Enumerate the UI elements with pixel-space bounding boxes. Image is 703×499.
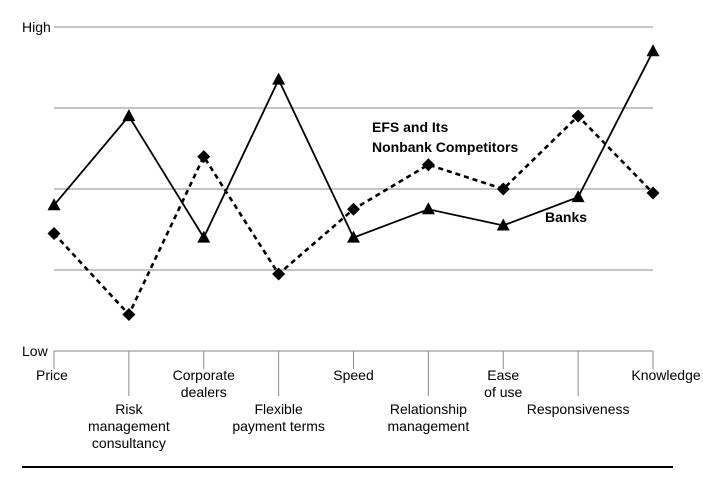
x-tick-label: Knowledge: [631, 367, 700, 383]
triangle-marker: [347, 230, 360, 243]
triangle-marker: [122, 109, 136, 122]
x-tick-label: Flexible: [255, 401, 303, 417]
x-tick-label: consultancy: [92, 435, 166, 451]
x-tick-label: management: [388, 418, 470, 434]
x-tick-label: payment terms: [232, 418, 325, 434]
diamond-marker: [197, 150, 211, 164]
diamond-marker: [347, 202, 360, 216]
x-tick-label: Speed: [333, 367, 373, 383]
diamond-marker: [496, 182, 510, 196]
diamond-marker: [272, 267, 286, 281]
x-tick-label: Corporate: [173, 367, 235, 383]
x-tick-label: management: [88, 418, 170, 434]
series-label-efs: Nonbank Competitors: [372, 139, 518, 155]
x-tick-label: Price: [36, 367, 68, 383]
axes: [22, 350, 673, 468]
x-tick-label: Relationship: [390, 401, 467, 417]
y-axis-high-label: High: [22, 19, 51, 35]
y-axis-low-label: Low: [22, 343, 49, 359]
triangle-marker: [47, 198, 61, 211]
triangle-marker: [646, 44, 660, 57]
series-label-efs: EFS and Its: [372, 119, 448, 135]
series-markers: [47, 44, 660, 322]
series-lines: [53, 50, 654, 317]
triangle-marker: [421, 202, 435, 215]
triangle-marker: [272, 72, 286, 85]
diamond-marker: [646, 186, 660, 200]
x-tick-label: Ease: [487, 367, 519, 383]
diamond-marker: [571, 109, 585, 123]
x-tick-label: Responsiveness: [527, 401, 630, 417]
x-tick-label: of use: [484, 384, 522, 400]
series-label-banks: Banks: [545, 209, 587, 225]
diamond-marker: [421, 158, 435, 172]
diamond-marker: [122, 308, 136, 322]
x-tick-label: Risk: [115, 401, 143, 417]
triangle-marker: [197, 230, 211, 243]
triangle-marker: [496, 218, 510, 231]
triangle-marker: [571, 190, 585, 203]
diamond-marker: [47, 227, 61, 241]
gridlines: [54, 26, 653, 271]
x-tick-label: dealers: [181, 384, 227, 400]
labels: HighLowPriceRiskmanagementconsultancyCor…: [22, 19, 701, 451]
